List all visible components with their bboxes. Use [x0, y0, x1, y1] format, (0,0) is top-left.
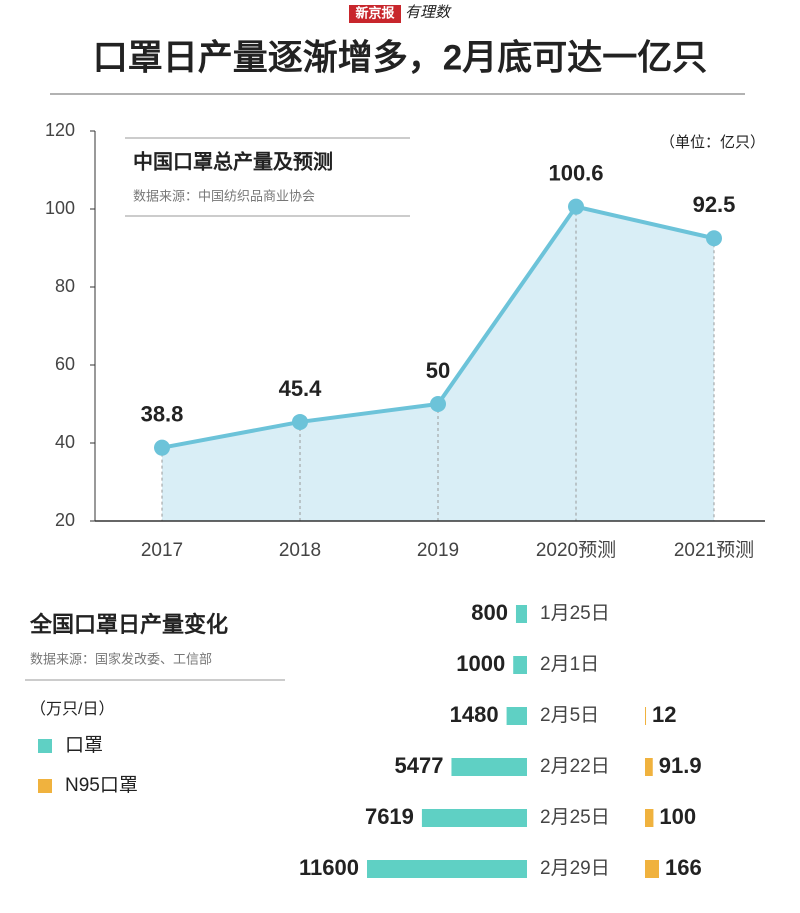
value-label: 91.9	[659, 753, 702, 778]
value-label: 800	[471, 600, 508, 625]
bar	[421, 809, 527, 827]
bar	[513, 656, 527, 674]
x-tick-label: 2021预测	[674, 539, 754, 561]
chart-title: 全国口罩日产量变化	[29, 612, 228, 637]
value-label: 1480	[450, 702, 499, 727]
category-label: 2月22日	[540, 756, 610, 777]
legend-label: 口罩	[65, 735, 103, 756]
page-title: 口罩日产量逐渐增多，2月底可达一亿只	[93, 38, 707, 77]
x-tick-label: 2020预测	[536, 539, 616, 561]
y-tick-label: 20	[55, 510, 75, 530]
category-label: 2月5日	[540, 705, 599, 726]
value-label: 11600	[299, 855, 359, 880]
value-label: 7619	[365, 804, 414, 829]
x-tick-label: 2018	[279, 540, 321, 561]
bar	[515, 605, 527, 623]
y-tick-label: 120	[45, 120, 75, 140]
value-label: 5477	[395, 753, 444, 778]
category-label: 2月29日	[540, 858, 610, 879]
x-tick-label: 2017	[141, 540, 183, 561]
legend-label: N95口罩	[65, 775, 138, 796]
y-tick-label: 80	[55, 276, 75, 296]
point	[706, 230, 722, 247]
point	[154, 439, 170, 456]
value-label: 166	[665, 855, 702, 880]
chart-source: 数据来源：中国纺织品商业协会	[133, 188, 315, 203]
point	[430, 396, 446, 412]
brand: 新京报	[355, 5, 395, 20]
legend-swatch	[38, 779, 52, 793]
y-tick-label: 60	[55, 354, 75, 374]
brand-box	[349, 5, 401, 23]
value-label: 45.4	[279, 376, 323, 401]
point	[568, 198, 584, 215]
chart-title: 中国口罩总产量及预测	[133, 149, 333, 173]
x-tick-label: 2019	[417, 540, 459, 561]
value-label: 100.6	[548, 160, 603, 185]
point	[292, 413, 308, 430]
bar	[645, 707, 647, 725]
value-label: 92.5	[693, 192, 736, 217]
value-label: 50	[426, 358, 450, 383]
chart-source: 数据来源：国家发改委、工信部	[30, 651, 212, 666]
bar	[645, 809, 654, 827]
value-label: 38.8	[141, 401, 184, 426]
unit: （万只/日）	[30, 700, 114, 718]
bar	[506, 707, 527, 725]
column-name: 有理数	[405, 4, 452, 21]
unit: （单位：亿只）	[660, 134, 765, 151]
y-tick-label: 100	[45, 198, 75, 218]
value-label: 12	[652, 702, 676, 727]
bar	[645, 758, 653, 776]
category-label: 2月1日	[540, 654, 599, 675]
bar	[451, 758, 527, 776]
value-label: 1000	[456, 651, 505, 676]
legend-swatch	[38, 739, 52, 753]
category-label: 1月25日	[540, 603, 610, 624]
category-label: 2月25日	[540, 807, 610, 828]
bar	[645, 860, 659, 878]
value-label: 100	[659, 804, 696, 829]
y-tick-label: 40	[55, 432, 75, 452]
bar	[367, 860, 527, 878]
